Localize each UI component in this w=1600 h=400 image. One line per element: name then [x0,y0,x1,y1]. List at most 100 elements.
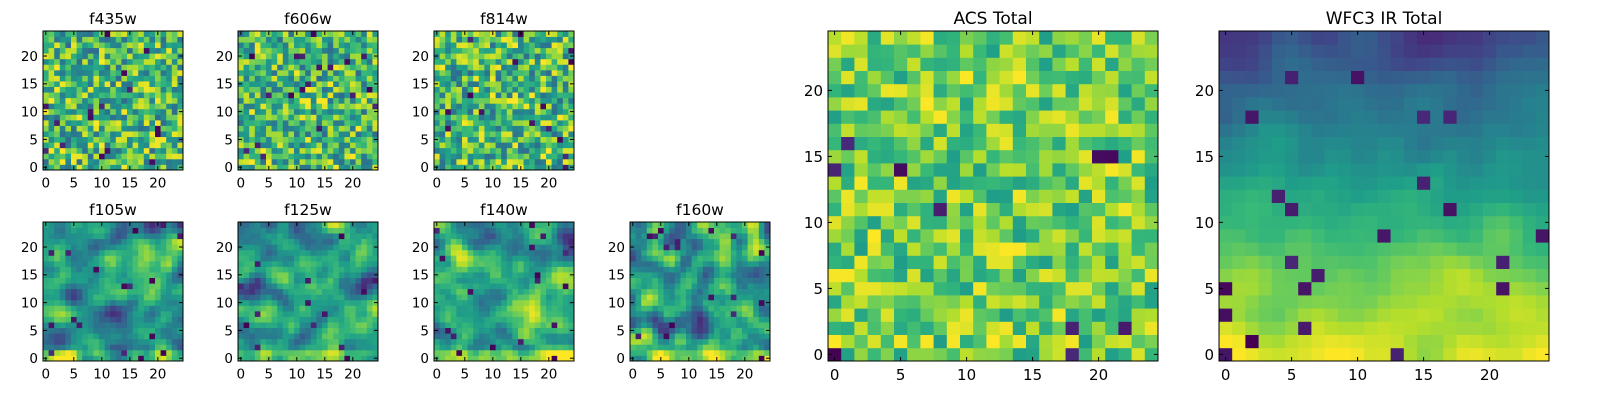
heatmap-cell [546,131,552,138]
heatmap-cell [82,31,89,37]
heatmap-cell [104,92,111,99]
heatmap-cell [166,53,173,60]
heatmap-cell [249,81,256,87]
heatmap-cell [506,322,513,329]
heatmap-cell [115,153,122,160]
heatmap-cell [534,272,541,278]
heatmap-cell [462,233,468,240]
heatmap-cell [366,153,373,160]
heatmap-cell [271,158,278,165]
heatmap-cell [518,288,524,295]
heatmap-cell [540,119,547,126]
heatmap-cell [523,222,530,228]
heatmap-cell [663,355,670,362]
heatmap-cell [316,153,323,160]
heatmap-cell [249,227,256,234]
heatmap-cell [316,81,323,87]
heatmap-cell [138,47,145,54]
heatmap-cell [501,222,508,228]
heatmap-cell [680,260,687,267]
heatmap-cell [445,108,452,115]
heatmap-cell [456,272,463,278]
heatmap-cell [71,233,77,240]
heatmap-cell [299,255,306,262]
heatmap-cell [243,75,250,82]
heatmap-cell [1144,321,1159,335]
heatmap-cell [747,288,754,295]
heatmap-cell [568,97,575,104]
heatmap-cell [758,316,765,323]
heatmap-cell [439,355,446,362]
heatmap-cell [305,158,312,165]
heatmap-cell [635,283,642,290]
heatmap-cell [299,125,306,132]
heatmap-cell [652,310,659,317]
heatmap-cell [518,114,524,121]
heatmap-cell [132,86,139,93]
heatmap-cell [327,310,334,317]
heatmap-cell [288,283,295,290]
heatmap-cell [568,260,575,267]
heatmap-cell [523,305,530,312]
heatmap-cell [445,355,452,362]
heatmap-cell [76,69,83,76]
heatmap-cell [271,81,278,87]
heatmap-cell [115,81,122,87]
heatmap-cell [104,316,111,323]
heatmap-cell [641,277,648,284]
heatmap-cell [338,153,345,160]
heatmap-cell [669,349,676,356]
heatmap-cell [166,327,173,334]
heatmap-cell [841,215,855,230]
heatmap-cell [736,244,743,251]
heatmap-cell [674,333,681,340]
heatmap-cell [708,233,715,240]
heatmap-cell [484,142,491,149]
heatmap-cell [512,69,519,76]
heatmap-cell [445,316,452,323]
heatmap-cell [714,333,720,340]
heatmap-cell [669,327,676,334]
heatmap-cell [99,119,105,126]
heatmap-cell [361,227,368,234]
heatmap-cell [445,222,452,228]
heatmap-cell [512,338,519,345]
heatmap-cell [697,288,704,295]
heatmap-cell [1078,189,1093,203]
heatmap-cell [529,299,536,306]
heatmap-cell [534,158,541,165]
heatmap-cell [562,103,569,110]
heatmap-cell [132,222,139,228]
heatmap-cell [299,327,306,334]
heatmap-cell [880,176,895,190]
heatmap-cell [702,299,709,306]
heatmap-cell [1092,202,1106,217]
heatmap-cell [478,103,485,110]
heatmap-cell [697,266,704,273]
heatmap-cell [495,233,502,240]
heatmap-cell [658,288,664,295]
heatmap-cell [271,86,278,93]
heatmap-cell [338,272,345,278]
heatmap-cell [71,349,77,356]
heatmap-cell [546,92,552,99]
heatmap-cell [999,295,1014,309]
heatmap-cell [456,75,463,82]
heatmap-cell [71,119,77,126]
heatmap-cell [841,321,855,335]
heatmap-cell [76,31,83,37]
heatmap-cell [540,294,547,301]
heatmap-cell [445,58,452,65]
heatmap-cell [473,47,480,54]
heatmap-cell [65,158,72,165]
heatmap-cell [641,338,648,345]
heatmap-cell [338,299,345,306]
heatmap-cell [177,103,184,110]
heatmap-cell [450,277,457,284]
heatmap-cell [43,75,49,82]
heatmap-cell [467,142,474,149]
heatmap-cell [529,355,536,362]
heatmap-cell [266,119,272,126]
heatmap-cell [523,114,530,121]
heatmap-cell [478,260,485,267]
